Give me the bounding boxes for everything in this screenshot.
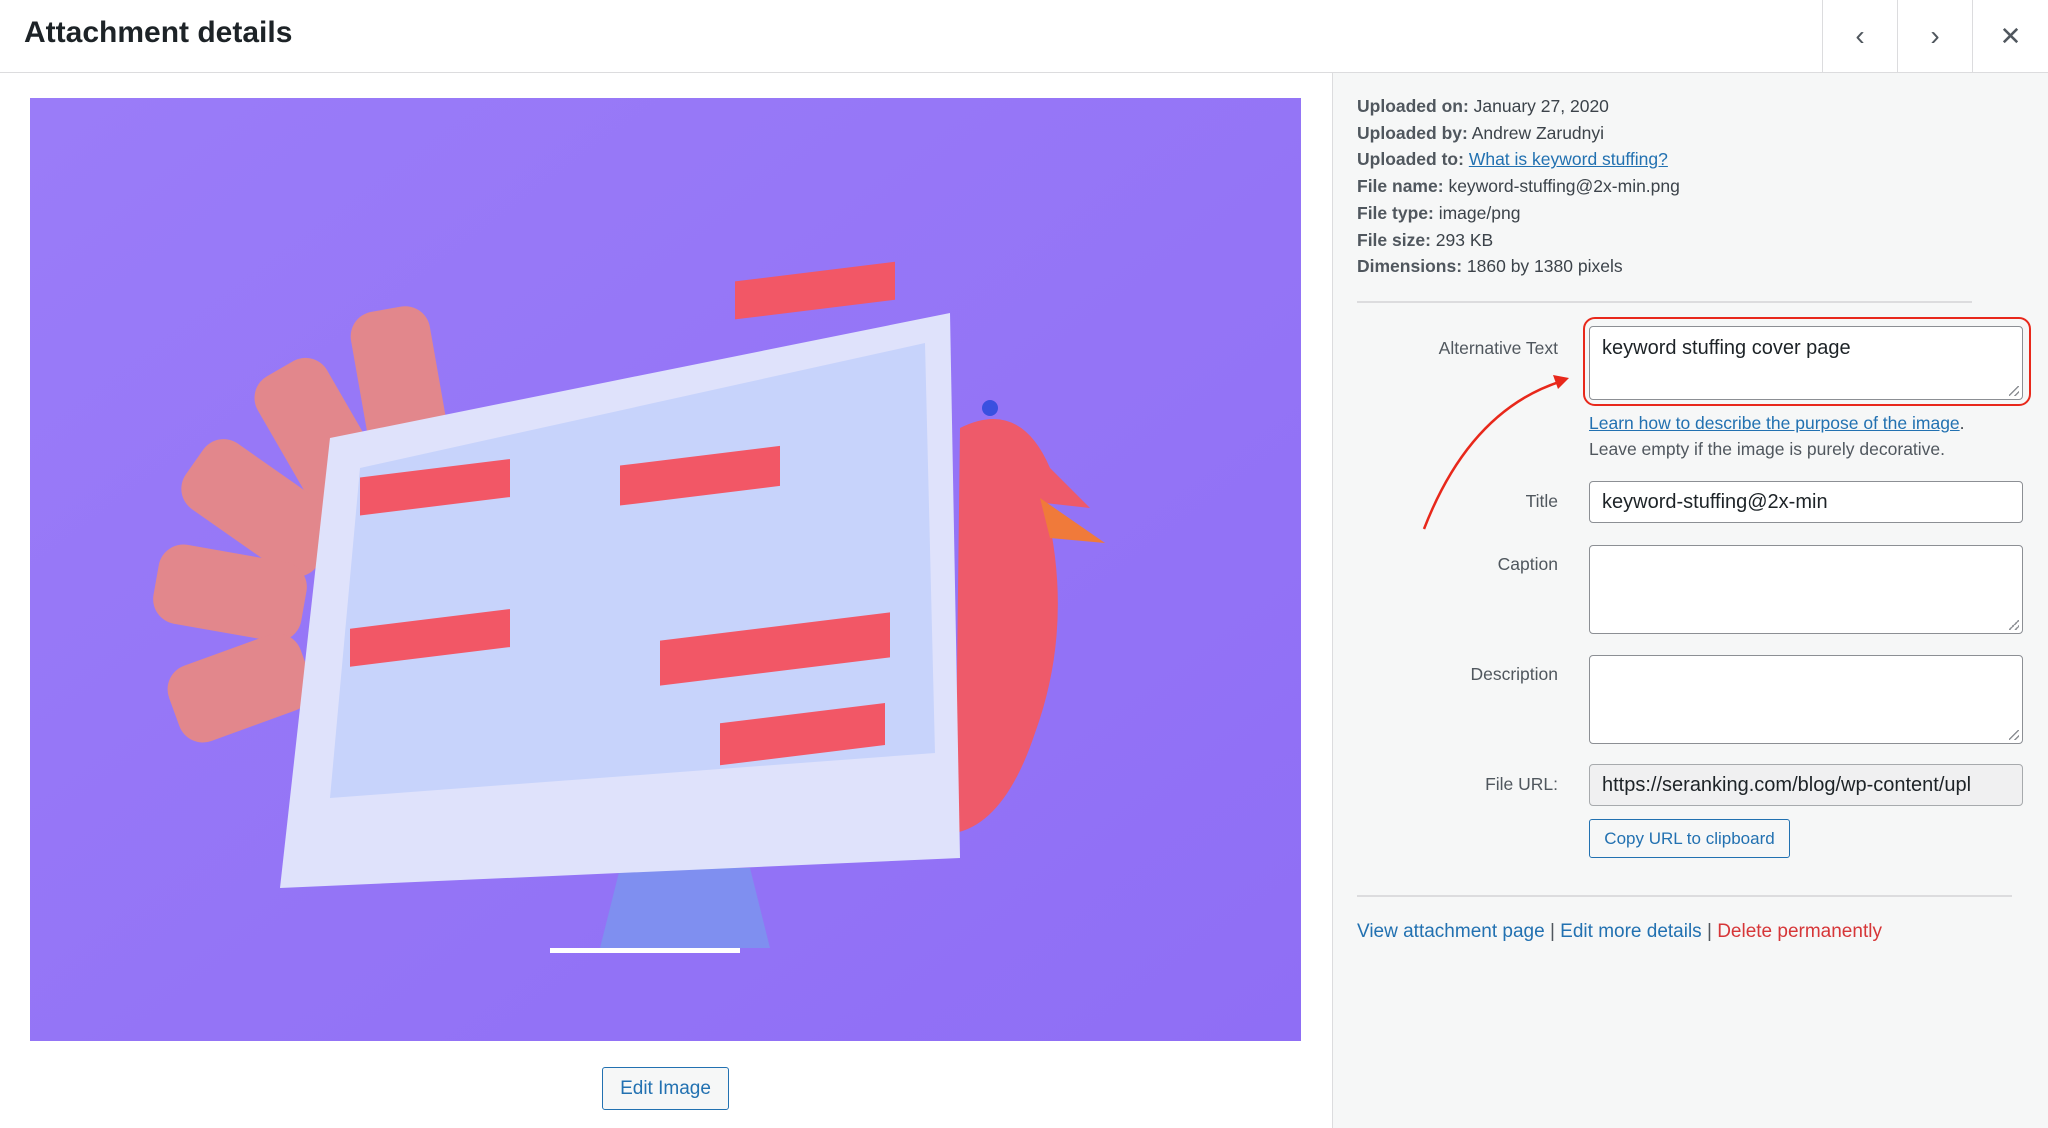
description-field[interactable]: [1589, 655, 2023, 744]
file-url-field[interactable]: https://seranking.com/blog/wp-content/up…: [1589, 764, 2023, 806]
alt-help-link[interactable]: Learn how to describe the purpose of the…: [1589, 413, 1960, 433]
dimensions: Dimensions: 1860 by 1380 pixels: [1357, 256, 1623, 277]
attachment-image: [30, 98, 1301, 1041]
file-name: File name: keyword-stuffing@2x-min.png: [1357, 176, 1680, 197]
uploaded-on: Uploaded on: January 27, 2020: [1357, 96, 1609, 116]
modal-header: Attachment details ‹ › ✕: [0, 0, 2048, 73]
page-title: Attachment details: [24, 16, 293, 49]
divider: [1357, 895, 2012, 897]
attachment-details-sidebar: Uploaded on: January 27, 2020 Uploaded b…: [1332, 73, 2048, 1128]
file-type: File type: image/png: [1357, 202, 1521, 223]
close-icon: ✕: [1999, 20, 2022, 51]
uploaded-by: Uploaded by: Andrew Zarudnyi: [1357, 122, 1605, 143]
delete-permanently-link[interactable]: Delete permanently: [1717, 921, 1882, 942]
divider: [1357, 301, 1972, 303]
caption-label: Caption: [1497, 554, 1558, 574]
title-label: Title: [1525, 491, 1558, 511]
copy-url-button[interactable]: Copy URL to clipboard: [1589, 819, 1790, 858]
edit-details-link[interactable]: Edit more details: [1560, 921, 1702, 942]
chevron-left-icon: ‹: [1855, 20, 1865, 51]
previous-button[interactable]: ‹: [1822, 0, 1897, 72]
highlight-box: [1583, 317, 2031, 406]
file-url-label: File URL:: [1485, 774, 1558, 794]
uploaded-to: Uploaded to: What is keyword stuffing?: [1357, 149, 1668, 170]
attachment-actions: View attachment page | Edit more details…: [1357, 921, 1882, 942]
next-button[interactable]: ›: [1897, 0, 1972, 72]
file-size: File size: 293 KB: [1357, 229, 1494, 250]
description-label: Description: [1470, 664, 1558, 684]
resize-handle-icon[interactable]: [2009, 730, 2019, 740]
file-metadata: Uploaded on: January 27, 2020 Uploaded b…: [1357, 93, 1680, 280]
alt-help-text: Leave empty if the image is purely decor…: [1589, 439, 1946, 459]
title-field[interactable]: keyword-stuffing@2x-min: [1589, 481, 2023, 523]
edit-image-button[interactable]: Edit Image: [602, 1067, 729, 1110]
resize-handle-icon[interactable]: [2009, 386, 2019, 396]
resize-handle-icon[interactable]: [2009, 620, 2019, 630]
view-attachment-link[interactable]: View attachment page: [1357, 921, 1545, 942]
uploaded-to-link[interactable]: What is keyword stuffing?: [1468, 149, 1668, 170]
image-preview-area: Edit Image: [0, 73, 1332, 1128]
alt-text-field[interactable]: keyword stuffing cover page: [1589, 326, 2023, 400]
chevron-right-icon: ›: [1930, 20, 1940, 51]
caption-field[interactable]: [1589, 545, 2023, 634]
close-button[interactable]: ✕: [1972, 0, 2048, 72]
alt-text-label: Alternative Text: [1438, 338, 1558, 358]
